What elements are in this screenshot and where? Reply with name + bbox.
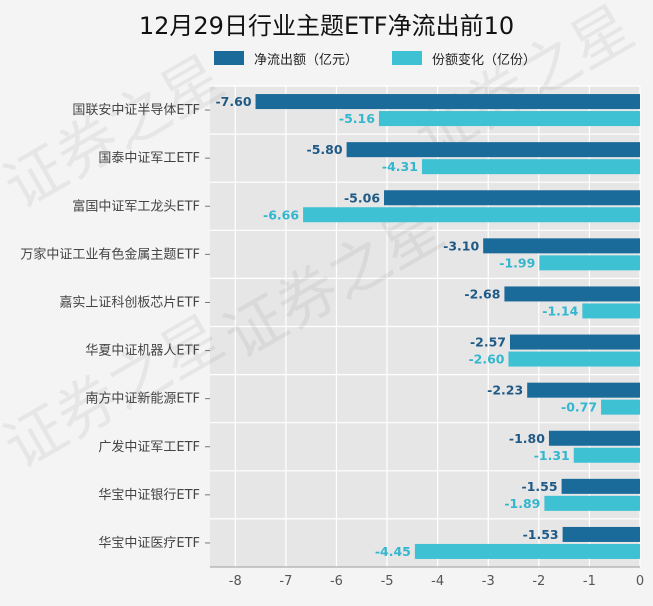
category-label: 广发中证军工ETF [98,439,200,455]
category-label: 国联安中证半导体ETF [72,103,200,118]
bar-share-change [303,207,640,223]
data-label-share-change: -5.16 [339,111,375,126]
data-label-net-outflow: -1.80 [509,431,545,446]
bar-net-outflow [527,382,640,398]
bar-share-change [414,543,640,559]
data-label-net-outflow: -3.10 [443,238,479,253]
bar-share-change [378,111,640,127]
bar-net-outflow [483,238,640,254]
legend-label-net-outflow: 净流出额（亿元） [254,53,359,68]
bar-net-outflow [384,190,640,206]
bar-share-change [573,447,640,463]
bar-net-outflow [255,94,640,110]
x-tick-label: -1 [583,574,596,589]
bar-net-outflow [504,286,640,302]
bar-net-outflow [548,430,640,446]
data-label-net-outflow: -2.57 [470,335,506,350]
chart-title: 12月29日行业主题ETF净流出前10 [138,12,515,40]
data-label-share-change: -4.45 [375,544,411,559]
category-label: 国泰中证军工ETF [98,151,200,166]
data-label-net-outflow: -1.53 [523,527,559,542]
category-label: 华宝中证医疗ETF [98,536,200,551]
data-label-share-change: -2.60 [468,352,504,367]
data-label-net-outflow: -2.23 [487,383,523,398]
data-label-net-outflow: -2.68 [464,286,500,301]
bar-share-change [508,351,640,367]
legend-item-share-change: 份额变化（亿份） [392,48,572,68]
category-label: 嘉实上证科创板芯片ETF [59,295,200,310]
x-tick-label: -2 [532,574,545,589]
legend-swatch-share-change [392,51,422,65]
data-label-share-change: -4.31 [382,159,418,174]
bar-share-change [421,159,640,175]
watermark: 证券之星 [0,42,235,223]
data-label-share-change: -1.31 [534,448,570,463]
x-tick-label: -5 [381,574,394,589]
bar-share-change [544,495,640,511]
legend-label-share-change: 份额变化（亿份） [432,53,537,68]
category-label: 华夏中证机器人ETF [85,344,200,359]
legend-swatch-net-outflow [214,51,244,65]
bar-share-change [539,255,640,271]
data-label-share-change: -1.89 [504,496,540,511]
category-label: 万家中证工业有色金属主题ETF [20,246,200,262]
bar-net-outflow [509,334,640,350]
data-label-share-change: -1.99 [499,255,535,270]
x-tick-label: -3 [482,574,495,589]
bar-net-outflow [562,526,640,542]
x-tick-label: -6 [330,574,343,589]
data-label-share-change: -1.14 [542,303,578,318]
category-label: 南方中证新能源ETF [85,391,200,407]
data-label-share-change: -6.66 [263,207,299,222]
x-tick-label: -8 [229,574,242,589]
data-label-net-outflow: -5.06 [344,190,380,205]
data-label-net-outflow: -5.80 [307,142,343,157]
bar-share-change [582,303,640,319]
data-label-net-outflow: -7.60 [215,94,251,109]
bar-net-outflow [561,478,640,494]
data-label-net-outflow: -1.55 [522,479,558,494]
legend-item-net-outflow: 净流出额（亿元） [214,48,384,68]
x-tick-label: -7 [279,574,292,589]
bar-share-change [601,399,640,415]
data-label-share-change: -0.77 [561,400,597,415]
bar-net-outflow [346,142,640,158]
x-tick-label: -4 [431,574,444,589]
x-tick-label: 0 [636,574,644,589]
category-label: 富国中证军工龙头ETF [72,198,200,214]
category-label: 华宝中证银行ETF [98,488,200,503]
